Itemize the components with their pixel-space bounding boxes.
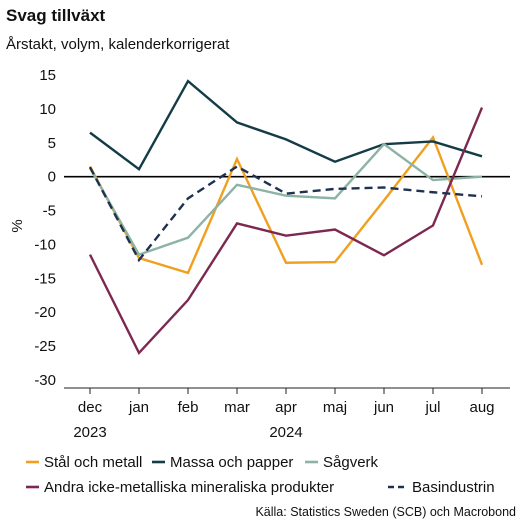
- y-tick-label: 10: [39, 101, 56, 118]
- series-line-3: [88, 142, 483, 257]
- legend: Stål och metall Massa och papper Sågverk An…: [26, 454, 495, 496]
- x-year-label: 2023: [73, 424, 106, 441]
- source-note: Källa: Statistics Sweden (SCB) och Macro…: [255, 505, 516, 519]
- y-tick-label: 0: [48, 169, 56, 186]
- x-tick-label: mar: [224, 399, 250, 416]
- y-tick-label: 15: [39, 67, 56, 84]
- x-tick-label: jan: [128, 399, 149, 416]
- y-tick-label: -10: [34, 236, 56, 253]
- series-line-2: [89, 79, 483, 171]
- y-tick-label: 5: [48, 135, 56, 152]
- series-line-1: [88, 134, 484, 275]
- series-line-4: [88, 107, 484, 355]
- chart-subtitle: Årstakt, volym, kalenderkorrigerat: [6, 36, 230, 53]
- series-lines: [88, 79, 484, 355]
- legend-label: Stål och metall: [44, 454, 142, 471]
- legend-label: Sågverk: [323, 454, 379, 471]
- y-tick-label: -5: [43, 203, 56, 220]
- x-tick-label: apr: [275, 399, 297, 416]
- axes: 15 10 5 0 -5 -10 -15 -20 -25 -30% dec jan feb mar apr m…: [9, 67, 510, 441]
- chart-title: Svag tillväxt: [6, 6, 106, 25]
- y-tick-label: -20: [34, 304, 56, 321]
- x-tick-label: dec: [78, 399, 103, 416]
- x-tick-label: maj: [323, 399, 347, 416]
- x-tick-label: feb: [178, 399, 199, 416]
- y-tick-label: -25: [34, 338, 56, 355]
- y-axis-label: %: [9, 219, 26, 232]
- legend-label: Andra icke-metalliska mineraliska produk…: [44, 479, 334, 496]
- x-year-label: 2024: [269, 424, 302, 441]
- x-tick-label: jun: [373, 399, 394, 416]
- series-line-5: [88, 165, 483, 263]
- y-tick-label: -15: [34, 270, 56, 287]
- legend-label: Massa och papper: [170, 454, 293, 471]
- y-tick-label: -30: [34, 372, 56, 389]
- x-tick-label: jul: [424, 399, 440, 416]
- x-tick-label: aug: [469, 399, 494, 416]
- legend-label: Basindustrin: [412, 479, 495, 496]
